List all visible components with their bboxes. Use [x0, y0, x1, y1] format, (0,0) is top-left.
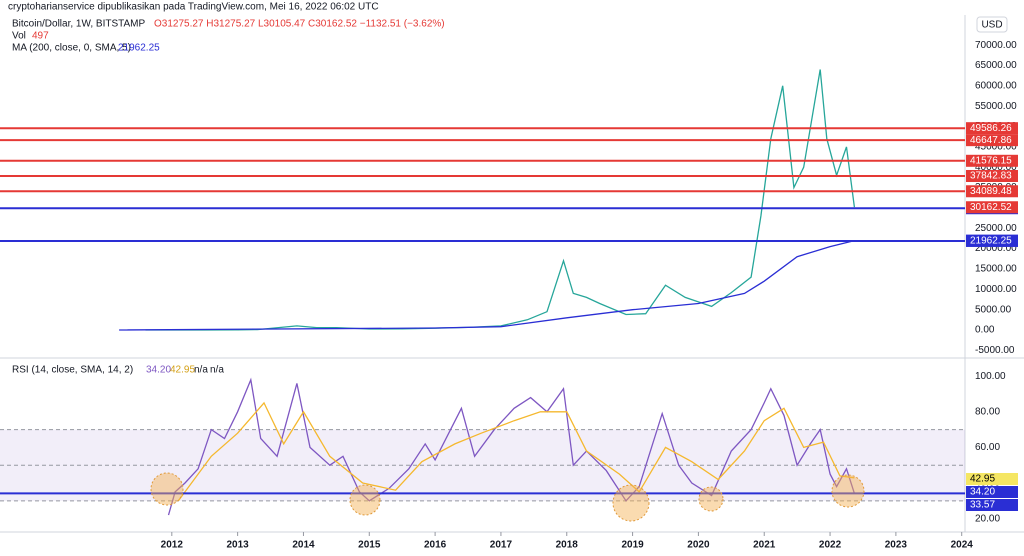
x-tick-label: 2017: [490, 540, 513, 551]
x-tick-label: 2013: [227, 540, 250, 551]
y-tick-label: 20000.00: [975, 243, 1017, 254]
price-marker-bg: [966, 486, 1018, 498]
series-line: [167, 377, 856, 516]
rsi-ma-value: 42.95: [170, 365, 195, 376]
level-label: 46647.86: [970, 135, 1012, 146]
highlight-circles: [150, 472, 865, 522]
rsi-na: n/a: [194, 365, 208, 376]
rsi-na: n/a: [210, 365, 224, 376]
x-tick-label: 2022: [819, 540, 842, 551]
y-tick-label: 100.00: [975, 371, 1006, 382]
level-label-bg: [966, 134, 1018, 147]
x-tick-label: 2012: [161, 540, 184, 551]
y-tick-label: 15000.00: [975, 264, 1017, 275]
price-marker: 21962.25: [970, 235, 1012, 246]
series-line: [177, 401, 855, 502]
level-label: 34089.48: [970, 186, 1012, 197]
level-label: 37842.83: [970, 171, 1012, 182]
price-marker: 34.20: [970, 487, 995, 498]
x-tick-label: 2016: [424, 540, 447, 551]
ma-label: MA (200, close, 0, SMA, 5): [12, 43, 131, 54]
x-tick-label: 2024: [951, 540, 974, 551]
series-line: [145, 69, 856, 331]
circle: [698, 486, 724, 512]
rsi-band: [0, 429, 965, 501]
x-tick-label: 2021: [753, 540, 776, 551]
level-label-bg: [966, 185, 1018, 198]
marks: [0, 69, 965, 536]
publisher: cryptoharianservice dipublikasikan pada …: [8, 2, 379, 13]
series-line: [119, 239, 855, 331]
price-marker: 33.57: [970, 500, 995, 511]
y-tick-label: 10000.00: [975, 284, 1017, 295]
price-marker: 30162.52: [970, 202, 1012, 213]
y-tick-label: 0.00: [975, 325, 995, 336]
x-tick-label: 2023: [885, 540, 908, 551]
x-tick-label: 2019: [621, 540, 644, 551]
y-tick-label: 60000.00: [975, 80, 1017, 91]
price-marker-bg: [966, 201, 1018, 214]
symbol: Bitcoin/Dollar, 1W, BITSTAMP: [12, 19, 146, 30]
ma-value: 21962.25: [118, 43, 160, 54]
y-tick-label: 20.00: [975, 513, 1000, 524]
vol-label: Vol: [12, 31, 26, 42]
circle: [150, 472, 184, 506]
level-label: 49586.26: [970, 123, 1012, 134]
level-label: 41576.15: [970, 155, 1012, 166]
price-marker: 42.95: [970, 474, 995, 485]
price-marker-bg: [966, 234, 1018, 247]
circle: [349, 484, 381, 516]
y-tick-label: 60.00: [975, 442, 1000, 453]
x-tick-label: 2018: [556, 540, 579, 551]
y-tick-label: 55000.00: [975, 101, 1017, 112]
circle: [612, 484, 650, 522]
x-tick-label: 2014: [292, 540, 315, 551]
y-tick-label: 25000.00: [975, 223, 1017, 234]
currency[interactable]: USD: [981, 20, 1002, 31]
vol-value: 497: [32, 31, 49, 42]
level-label-bg: [966, 154, 1018, 167]
x-tick-label: 2015: [358, 540, 381, 551]
y-tick-label: 5000.00: [975, 304, 1012, 315]
y-tick-label: 80.00: [975, 406, 1000, 417]
y-tick-label: -5000.00: [975, 345, 1015, 356]
rsi-value: 34.20: [146, 365, 171, 376]
level-label-bg: [966, 122, 1018, 135]
ohlc: O31275.27 H31275.27 L30105.47 C30162.52 …: [154, 19, 445, 30]
circle: [831, 474, 865, 508]
y-tick-label: 40000.00: [975, 162, 1017, 173]
rsi-label: RSI (14, close, SMA, 14, 2): [12, 365, 133, 376]
price-marker-bg: [966, 473, 1018, 485]
y-tick-label: 65000.00: [975, 60, 1017, 71]
labels: -5000.00 0.00 5000.00 10000.00 15000.00 20000…: [161, 40, 1018, 551]
y-tick-label: 45000.00: [975, 142, 1017, 153]
price-marker-bg: [966, 499, 1018, 511]
x-tick-label: 2020: [687, 540, 710, 551]
currency-button[interactable]: [976, 16, 1008, 33]
level-label-bg: [966, 169, 1018, 182]
y-tick-label: 70000.00: [975, 40, 1017, 51]
